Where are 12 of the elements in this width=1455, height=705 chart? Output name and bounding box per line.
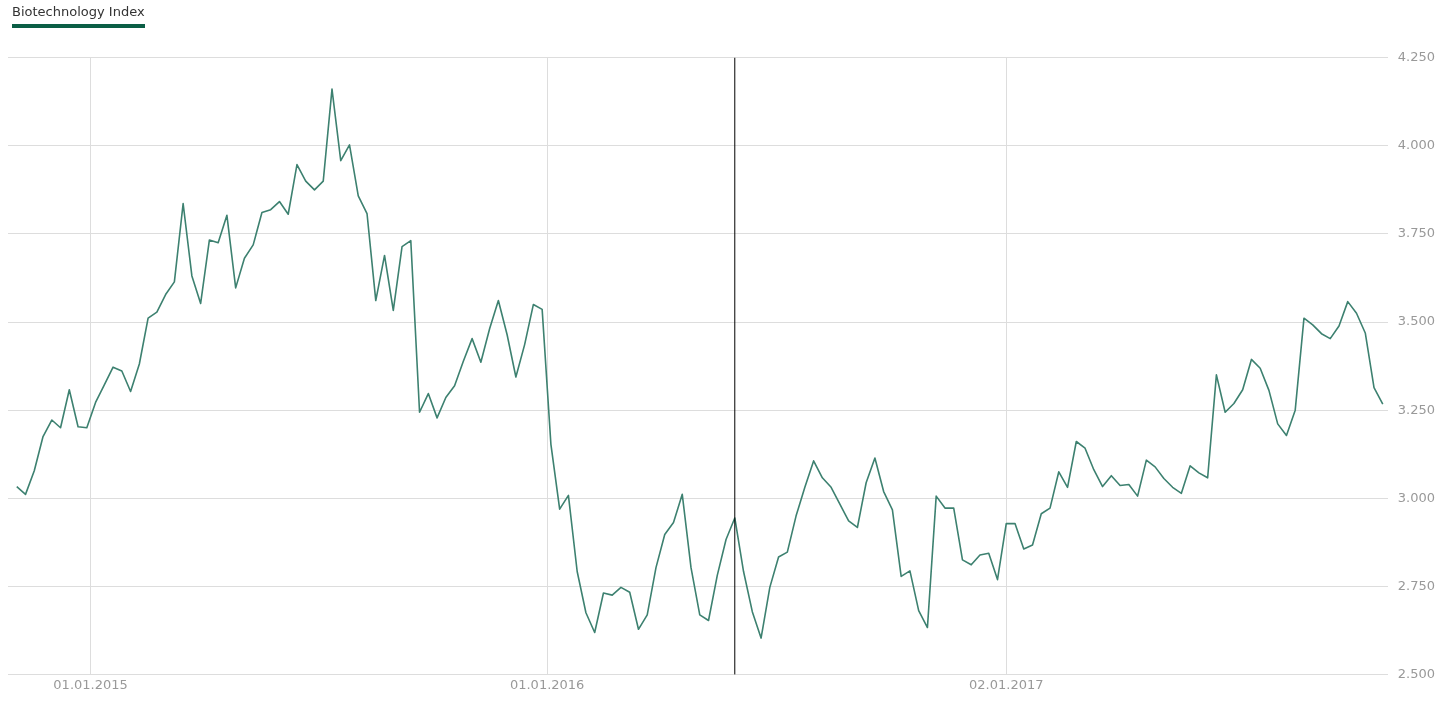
y-tick-label: 3.500 bbox=[1397, 313, 1435, 329]
x-tick-label: 01.01.2015 bbox=[53, 676, 128, 692]
y-tick-label: 2.500 bbox=[1397, 665, 1435, 681]
x-tick-label: 02.01.2017 bbox=[969, 676, 1044, 692]
y-tick-label: 4.250 bbox=[1397, 49, 1435, 65]
x-tick-label: 01.01.2016 bbox=[509, 676, 585, 692]
y-tick-label: 2.750 bbox=[1397, 577, 1435, 593]
y-tick-label: 3.250 bbox=[1397, 401, 1435, 417]
y-tick-label: 4.000 bbox=[1397, 137, 1435, 153]
y-tick-label: 3.000 bbox=[1397, 489, 1435, 505]
y-tick-label: 3.750 bbox=[1397, 225, 1435, 241]
chart-title: Biotechnology Index bbox=[12, 4, 145, 28]
